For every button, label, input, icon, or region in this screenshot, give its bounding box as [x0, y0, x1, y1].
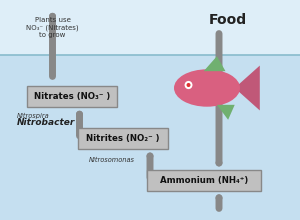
Ellipse shape [187, 83, 190, 87]
Bar [0, 0, 300, 55]
FancyBboxPatch shape [147, 170, 261, 191]
Text: Nitrites (NO₂⁻ ): Nitrites (NO₂⁻ ) [86, 134, 160, 143]
Text: Nitrates (NO₃⁻ ): Nitrates (NO₃⁻ ) [34, 92, 110, 101]
Text: Ammonium (NH₄⁺): Ammonium (NH₄⁺) [160, 176, 248, 185]
Text: Food: Food [209, 13, 247, 27]
Text: Nitrobacter: Nitrobacter [16, 118, 75, 126]
Text: Nitrosomonas: Nitrosomonas [88, 156, 134, 163]
Text: Nitrospira: Nitrospira [16, 112, 49, 119]
Polygon shape [235, 66, 260, 110]
Ellipse shape [184, 81, 193, 89]
FancyBboxPatch shape [78, 128, 168, 149]
Bar [0, 55, 300, 220]
FancyBboxPatch shape [27, 86, 117, 107]
Polygon shape [204, 56, 226, 71]
Ellipse shape [174, 69, 240, 107]
Text: Plants use
NO₃⁻ (Nitrates)
to grow: Plants use NO₃⁻ (Nitrates) to grow [26, 17, 79, 38]
Polygon shape [217, 105, 235, 120]
